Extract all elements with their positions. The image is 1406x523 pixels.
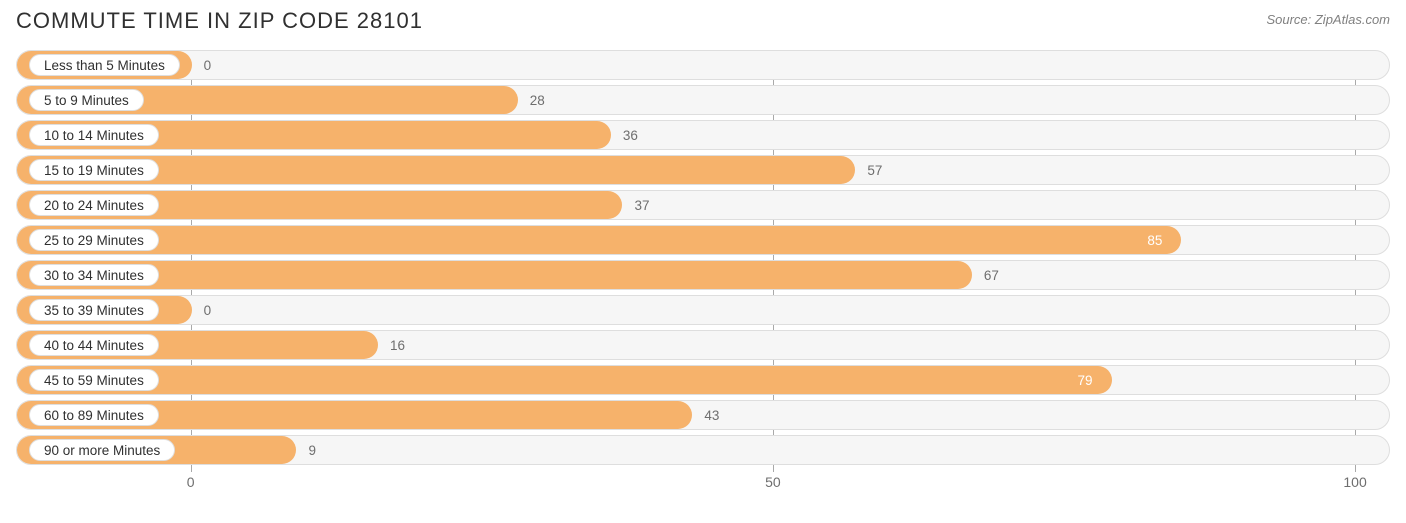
row-accent	[21, 334, 27, 356]
chart-area: Less than 5 Minutes 0 5 to 9 Minutes 28 10 t…	[0, 38, 1406, 498]
bar-rows: Less than 5 Minutes 0 5 to 9 Minutes 28 10 t…	[16, 50, 1390, 465]
category-label: 15 to 19 Minutes	[29, 159, 159, 181]
bar-row: 10 to 14 Minutes 36	[16, 120, 1390, 150]
category-label: 25 to 29 Minutes	[29, 229, 159, 251]
category-label: 45 to 59 Minutes	[29, 369, 159, 391]
category-label: Less than 5 Minutes	[29, 54, 180, 76]
bar-row: 5 to 9 Minutes 28	[16, 85, 1390, 115]
row-accent	[21, 89, 27, 111]
category-label: 35 to 39 Minutes	[29, 299, 159, 321]
bar-row: 45 to 59 Minutes 79	[16, 365, 1390, 395]
value-label: 36	[623, 121, 638, 149]
bar-row: 20 to 24 Minutes 37	[16, 190, 1390, 220]
value-label: 28	[530, 86, 545, 114]
x-axis-tick-label: 0	[187, 474, 195, 490]
bar-row: 60 to 89 Minutes 43	[16, 400, 1390, 430]
row-accent	[21, 404, 27, 426]
x-axis: 0 50 100	[16, 470, 1390, 496]
row-accent	[21, 369, 27, 391]
bar	[17, 261, 972, 289]
row-accent	[21, 159, 27, 181]
category-label: 40 to 44 Minutes	[29, 334, 159, 356]
category-label: 10 to 14 Minutes	[29, 124, 159, 146]
bar-row: 90 or more Minutes 9	[16, 435, 1390, 465]
row-accent	[21, 299, 27, 321]
value-label: 9	[308, 436, 316, 464]
source-attribution: Source: ZipAtlas.com	[1266, 8, 1390, 27]
row-accent	[21, 54, 27, 76]
value-label: 37	[634, 191, 649, 219]
value-label: 0	[204, 51, 212, 79]
value-label: 79	[1078, 366, 1093, 394]
row-accent	[21, 439, 27, 461]
value-label: 67	[984, 261, 999, 289]
plot-region: Less than 5 Minutes 0 5 to 9 Minutes 28 10 t…	[16, 50, 1390, 498]
value-label: 85	[1147, 226, 1162, 254]
category-label: 5 to 9 Minutes	[29, 89, 144, 111]
category-label: 30 to 34 Minutes	[29, 264, 159, 286]
bar-row: 35 to 39 Minutes 0	[16, 295, 1390, 325]
row-accent	[21, 124, 27, 146]
bar-row: Less than 5 Minutes 0	[16, 50, 1390, 80]
category-label: 60 to 89 Minutes	[29, 404, 159, 426]
row-accent	[21, 194, 27, 216]
row-accent	[21, 229, 27, 251]
bar	[17, 366, 1112, 394]
value-label: 43	[704, 401, 719, 429]
value-label: 16	[390, 331, 405, 359]
bar	[17, 226, 1181, 254]
category-label: 90 or more Minutes	[29, 439, 175, 461]
x-axis-tick-label: 100	[1343, 474, 1366, 490]
x-axis-tick-label: 50	[765, 474, 781, 490]
chart-title: COMMUTE TIME IN ZIP CODE 28101	[16, 8, 423, 34]
value-label: 57	[867, 156, 882, 184]
bar-row: 15 to 19 Minutes 57	[16, 155, 1390, 185]
value-label: 0	[204, 296, 212, 324]
bar-row: 30 to 34 Minutes 67	[16, 260, 1390, 290]
bar-row: 40 to 44 Minutes 16	[16, 330, 1390, 360]
bar-row: 25 to 29 Minutes 85	[16, 225, 1390, 255]
row-accent	[21, 264, 27, 286]
category-label: 20 to 24 Minutes	[29, 194, 159, 216]
